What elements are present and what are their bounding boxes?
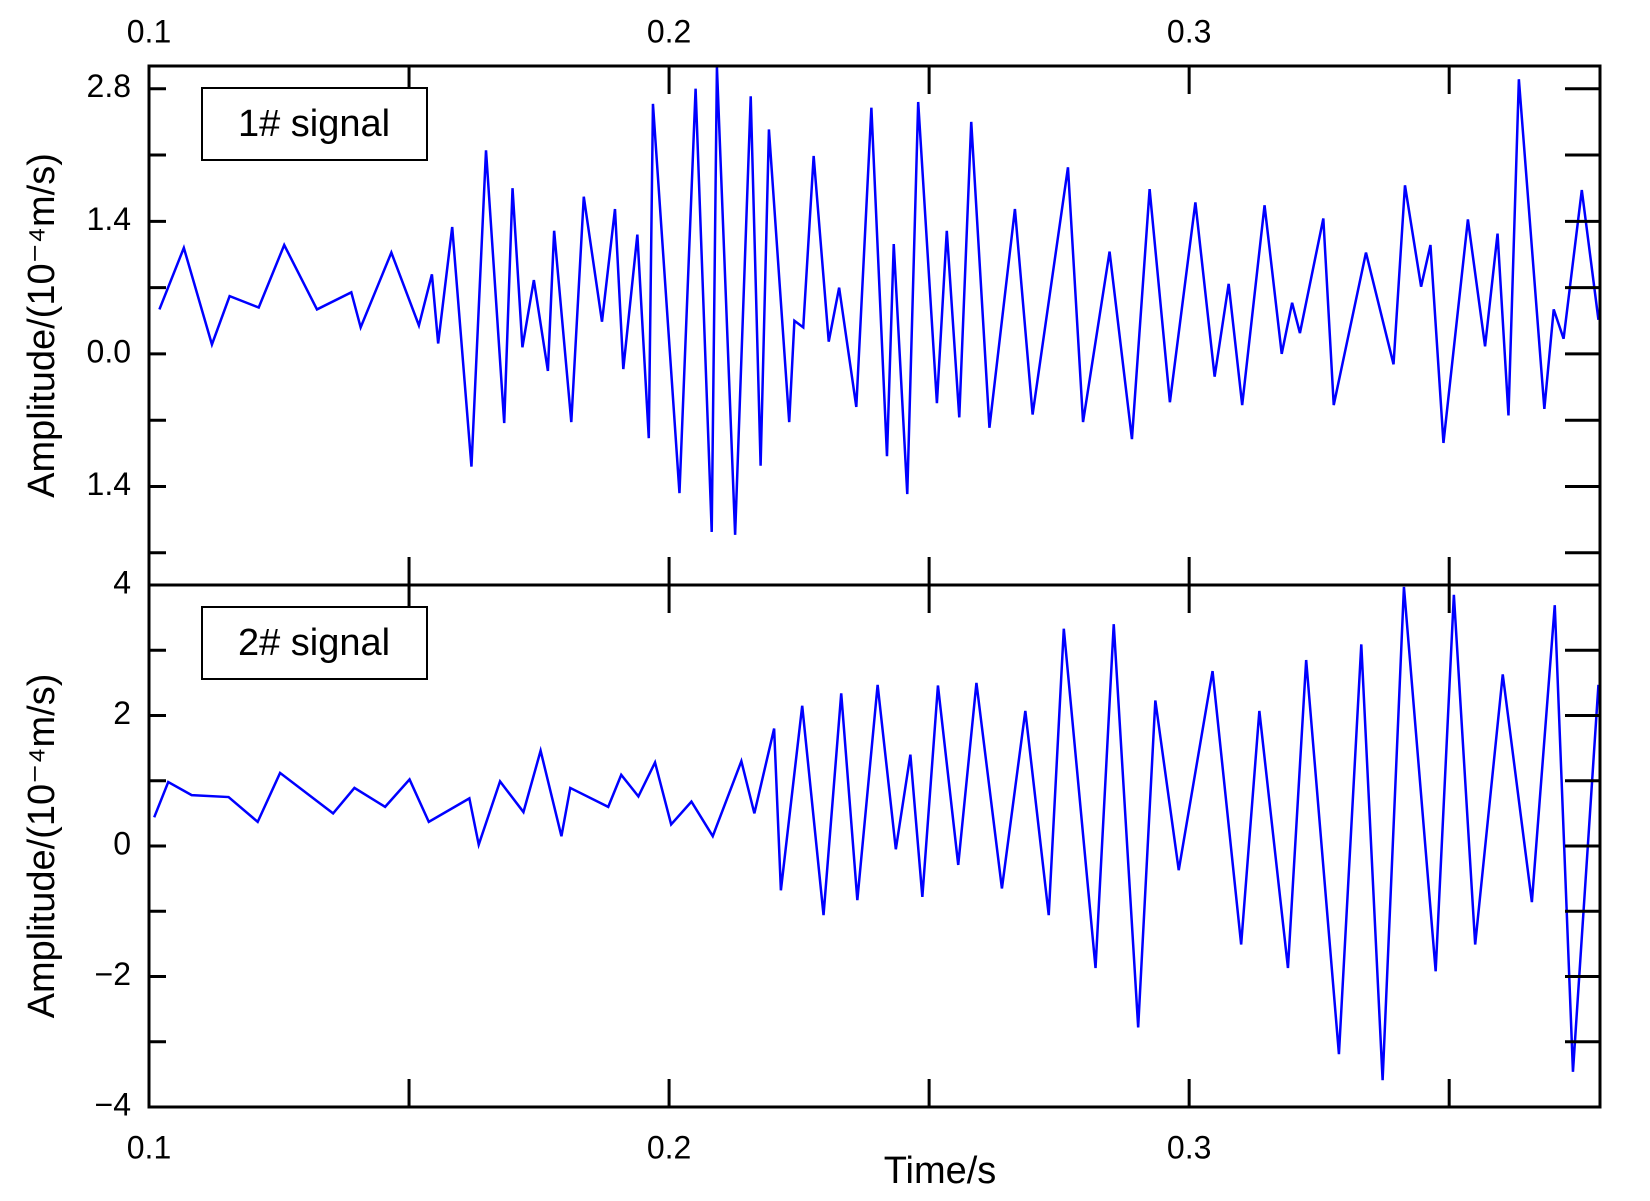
y-tick-label: 2 — [113, 695, 131, 731]
annotation: 1# signal — [238, 103, 390, 145]
y-tick-label: 1.4 — [87, 201, 131, 237]
y-tick-label: 4 — [113, 564, 131, 600]
y-axis-label: Amplitude/(10⁻⁴m/s) — [21, 153, 63, 498]
annotation-box — [201, 606, 428, 680]
x-axis-label: Time/s — [884, 1150, 997, 1192]
annotation: 2# signal — [238, 622, 390, 664]
plot-area — [158, 66, 1600, 535]
y-tick-label: 0.0 — [87, 333, 131, 369]
y-tick-label: −4 — [95, 1086, 131, 1122]
y-tick-label: 1.4 — [87, 466, 131, 502]
x-tick-label: 0.1 — [127, 1129, 171, 1165]
plot-area — [153, 586, 1600, 1081]
x-tick-label: 0.2 — [647, 1129, 691, 1165]
y-axis-label: Amplitude/(10⁻⁴m/s) — [21, 674, 63, 1019]
x-tick-label: 0.2 — [647, 13, 691, 49]
x-tick-label: 0.1 — [127, 13, 171, 49]
y-tick-label: −2 — [95, 956, 131, 992]
x-tick-label: 0.3 — [1167, 1129, 1211, 1165]
annotation-box — [201, 87, 428, 161]
y-tick-label: 2.8 — [87, 68, 131, 104]
signal-line — [158, 66, 1600, 535]
signal-line — [153, 586, 1600, 1081]
x-tick-label: 0.3 — [1167, 13, 1211, 49]
y-tick-label: 0 — [113, 825, 131, 861]
